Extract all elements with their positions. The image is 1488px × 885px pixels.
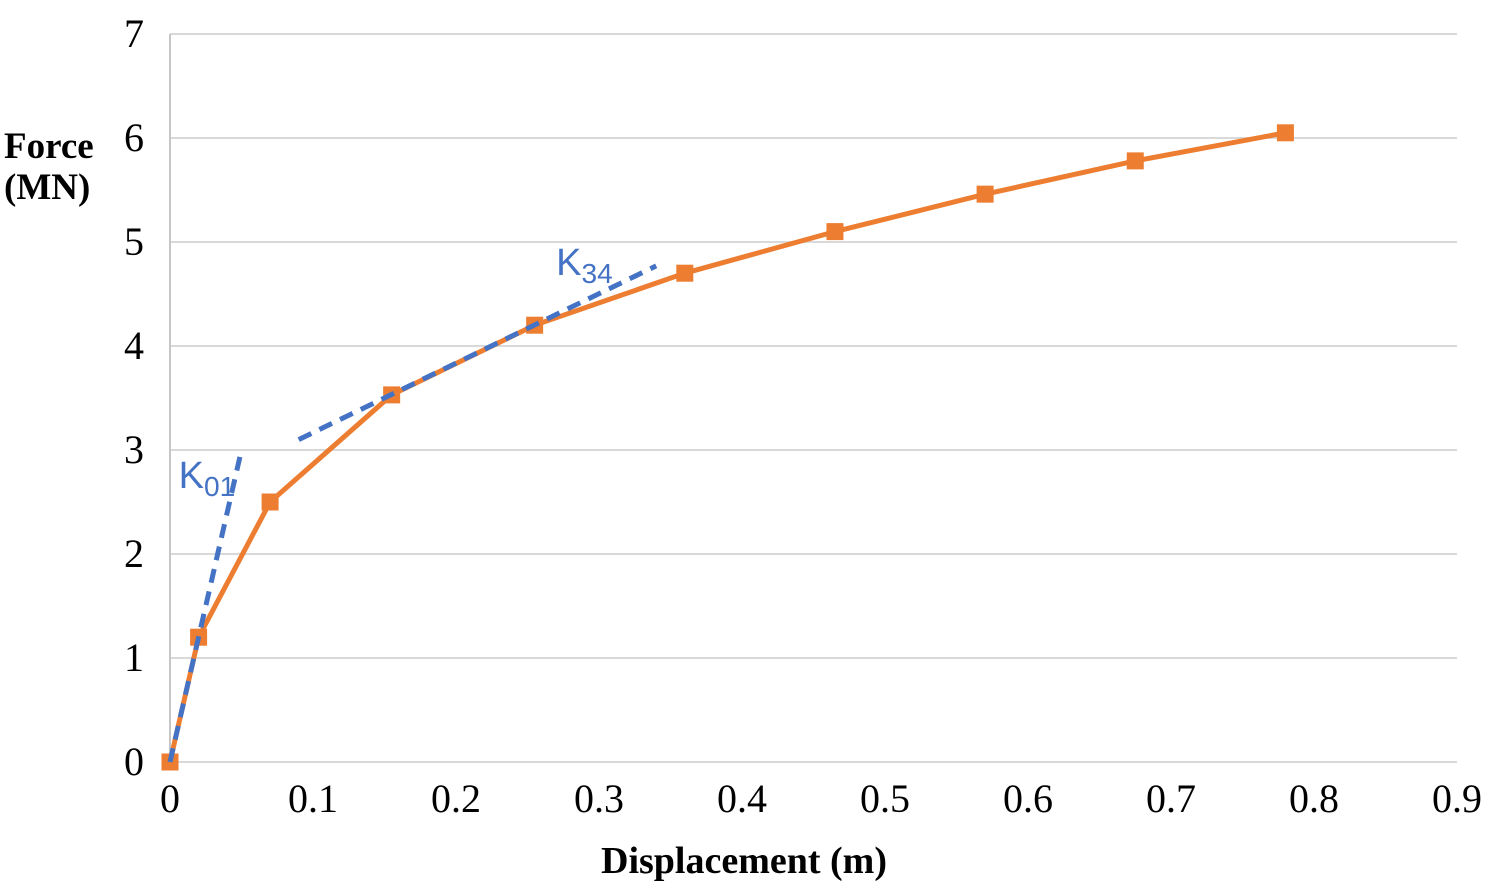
y-axis-title: Force (MN) (4, 126, 94, 208)
x-tick-label: 0.5 (860, 776, 910, 821)
stiffness-label-k34-main: K (556, 242, 582, 285)
series-K01 (167, 449, 244, 763)
x-tick-label: 0.1 (288, 776, 338, 821)
x-tick-label: 0.4 (717, 776, 767, 821)
gridlines (170, 33, 1457, 763)
series-K34 (297, 263, 658, 442)
stiffness-label-k01: K01 (179, 457, 236, 506)
y-tick-label: 7 (124, 11, 144, 56)
y-tick-label: 2 (124, 531, 144, 576)
y-tick-label: 3 (124, 427, 144, 472)
stiffness-label-k34-sub: 34 (581, 257, 613, 289)
x-tick-label: 0.3 (574, 776, 624, 821)
stiffness-label-k01-main: K (178, 455, 204, 498)
y-tick-label: 4 (124, 323, 144, 368)
x-tick-label: 0.6 (1003, 776, 1053, 821)
y-tick-label: 5 (124, 219, 144, 264)
x-axis-title: Displacement (m) (601, 840, 887, 882)
y-axis-title-line1: Force (4, 126, 94, 167)
y-axis-title-line2: (MN) (4, 167, 91, 208)
series-markers (161, 124, 1294, 771)
series-force-displacement (167, 130, 1286, 763)
stiffness-label-k01-sub: 01 (203, 471, 236, 503)
y-tick-label: 0 (124, 739, 144, 784)
x-tick-label: 0.7 (1146, 776, 1196, 821)
x-tick-label: 0.9 (1432, 776, 1482, 821)
x-tick-label: 0.8 (1289, 776, 1339, 821)
x-tick-label: 0.2 (431, 776, 481, 821)
y-tick-label: 1 (124, 635, 144, 680)
stiffness-label-k34: K34 (556, 244, 613, 293)
x-tick-label: 0 (160, 776, 180, 821)
y-tick-label: 6 (124, 115, 144, 160)
